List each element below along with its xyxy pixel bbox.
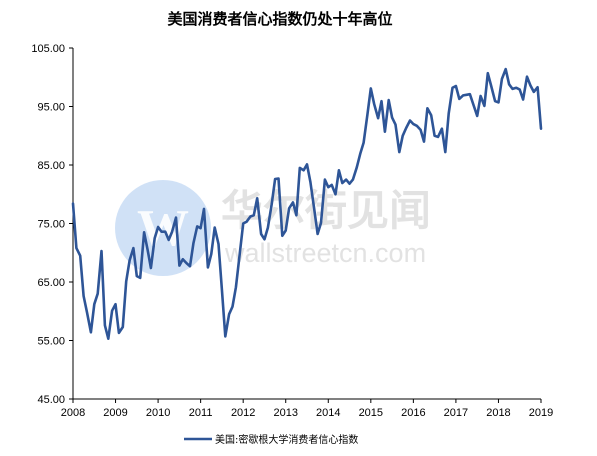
series-line-0 [71, 67, 543, 341]
watermark-logo-icon [115, 180, 211, 276]
watermark-logo-letter: W [137, 200, 189, 257]
x-tick-label: 2011 [189, 407, 213, 419]
watermark-en: wallstreetcn.com [224, 238, 426, 268]
x-tick-label: 2016 [401, 407, 425, 419]
y-tick-label: 85.00 [37, 160, 65, 172]
chart-title: 美国消费者信心指数仍处十年高位 [167, 10, 392, 28]
x-tick-label: 2012 [231, 407, 255, 419]
y-tick-label: 45.00 [37, 394, 65, 406]
x-tick-label: 2008 [61, 407, 85, 419]
series-layer [71, 67, 543, 341]
watermark-cn: 华尔街见闻 [221, 186, 431, 235]
x-tick-label: 2009 [103, 407, 127, 419]
legend-label: 美国:密歇根大学消费者信心指数 [215, 433, 358, 446]
y-tick-label: 75.00 [37, 219, 65, 231]
x-tick-label: 2015 [359, 407, 383, 419]
legend: 美国:密歇根大学消费者信心指数 [184, 433, 358, 446]
x-ticks: 2008 2009 2010 2011 2012 2013 2014 2015 2016 2017… [61, 399, 553, 419]
y-ticks: 45.00 55.00 65.00 75.00 85.00 95.00 105.00 [31, 43, 73, 406]
x-tick-label: 2014 [316, 407, 340, 419]
x-tick-label: 2018 [486, 407, 510, 419]
x-tick-label: 2013 [273, 407, 297, 419]
x-tick-label: 2017 [444, 407, 468, 419]
x-tick-label: 2010 [146, 407, 170, 419]
y-tick-label: 65.00 [37, 277, 65, 289]
y-tick-label: 55.00 [37, 336, 65, 348]
x-tick-label: 2019 [529, 407, 553, 419]
y-tick-label: 105.00 [31, 43, 65, 55]
y-tick-label: 95.00 [37, 102, 65, 114]
